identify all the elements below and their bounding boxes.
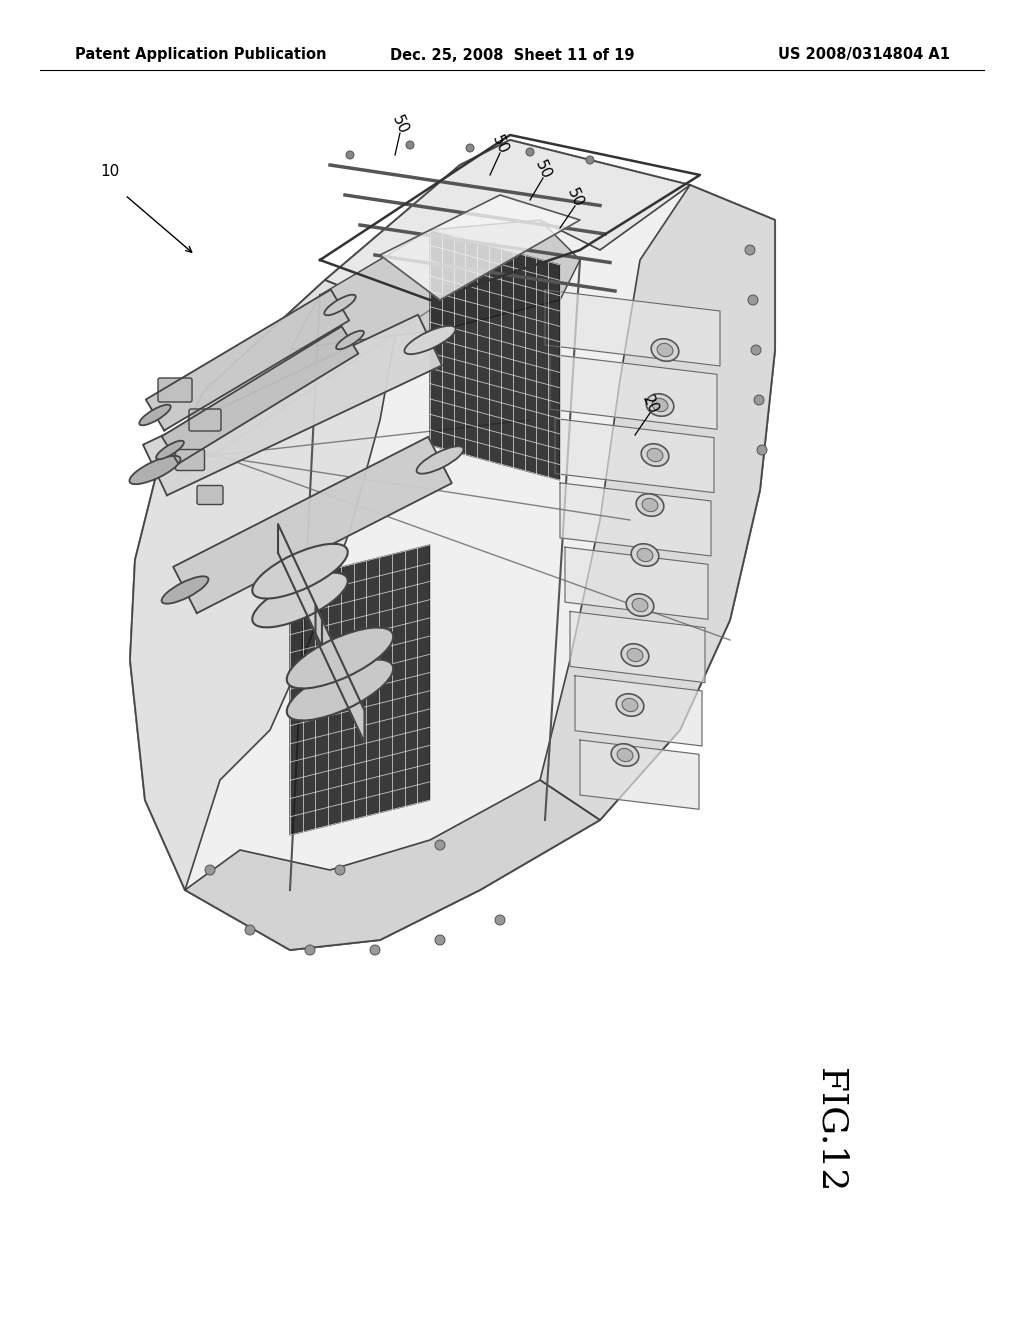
Ellipse shape (611, 743, 639, 766)
Polygon shape (550, 354, 717, 429)
Circle shape (435, 840, 445, 850)
Ellipse shape (616, 694, 644, 717)
Polygon shape (560, 483, 711, 556)
Circle shape (335, 865, 345, 875)
FancyBboxPatch shape (175, 450, 205, 470)
FancyBboxPatch shape (197, 486, 223, 504)
Ellipse shape (287, 627, 393, 689)
Circle shape (406, 141, 414, 149)
Polygon shape (545, 290, 720, 366)
Polygon shape (540, 185, 775, 820)
Circle shape (745, 246, 755, 255)
Polygon shape (580, 741, 699, 809)
Ellipse shape (623, 698, 638, 711)
Ellipse shape (617, 748, 633, 762)
Polygon shape (162, 326, 358, 463)
Circle shape (466, 144, 474, 152)
Polygon shape (130, 140, 775, 950)
Polygon shape (575, 676, 702, 746)
FancyBboxPatch shape (158, 378, 193, 403)
Text: 50: 50 (532, 158, 554, 182)
Ellipse shape (139, 405, 171, 425)
Text: 50: 50 (564, 186, 586, 210)
Circle shape (748, 294, 758, 305)
Text: 50: 50 (489, 133, 511, 157)
Circle shape (754, 395, 764, 405)
Text: 50: 50 (389, 114, 411, 137)
Ellipse shape (129, 455, 180, 484)
Polygon shape (430, 230, 560, 480)
Polygon shape (290, 220, 580, 350)
Text: Patent Application Publication: Patent Application Publication (75, 48, 327, 62)
Circle shape (245, 925, 255, 935)
Ellipse shape (156, 441, 184, 459)
Text: FIG.12: FIG.12 (813, 1068, 847, 1192)
Circle shape (526, 148, 534, 156)
Polygon shape (143, 314, 442, 495)
Polygon shape (325, 140, 690, 310)
Polygon shape (185, 780, 600, 950)
Polygon shape (279, 524, 322, 647)
Ellipse shape (647, 449, 663, 462)
Circle shape (757, 445, 767, 455)
Polygon shape (130, 280, 400, 890)
Polygon shape (570, 611, 705, 682)
Circle shape (370, 945, 380, 954)
Circle shape (346, 150, 354, 158)
Circle shape (586, 156, 594, 164)
FancyBboxPatch shape (189, 409, 221, 432)
Ellipse shape (287, 660, 393, 721)
Polygon shape (315, 606, 365, 743)
Ellipse shape (651, 339, 679, 362)
Ellipse shape (641, 444, 669, 466)
Circle shape (205, 865, 215, 875)
Ellipse shape (622, 644, 649, 667)
Ellipse shape (657, 343, 673, 356)
Circle shape (305, 945, 315, 954)
Circle shape (435, 935, 445, 945)
Ellipse shape (336, 331, 364, 350)
Polygon shape (290, 545, 430, 836)
Text: Dec. 25, 2008  Sheet 11 of 19: Dec. 25, 2008 Sheet 11 of 19 (390, 48, 634, 62)
Ellipse shape (627, 594, 653, 616)
Text: 20: 20 (639, 393, 660, 417)
Ellipse shape (637, 548, 653, 561)
Ellipse shape (627, 648, 643, 661)
Text: US 2008/0314804 A1: US 2008/0314804 A1 (778, 48, 950, 62)
Ellipse shape (632, 598, 648, 611)
Polygon shape (173, 437, 452, 614)
Ellipse shape (646, 393, 674, 416)
Ellipse shape (252, 544, 348, 598)
Polygon shape (555, 418, 714, 492)
Ellipse shape (252, 573, 348, 627)
Ellipse shape (404, 326, 456, 354)
Text: 10: 10 (100, 165, 120, 180)
Polygon shape (145, 289, 349, 430)
Ellipse shape (631, 544, 658, 566)
Polygon shape (380, 195, 580, 300)
Ellipse shape (636, 494, 664, 516)
Ellipse shape (417, 446, 464, 474)
Ellipse shape (652, 399, 668, 412)
Circle shape (751, 345, 761, 355)
Polygon shape (565, 548, 708, 619)
Ellipse shape (642, 499, 657, 512)
Ellipse shape (325, 294, 355, 315)
Ellipse shape (162, 577, 209, 603)
Circle shape (495, 915, 505, 925)
